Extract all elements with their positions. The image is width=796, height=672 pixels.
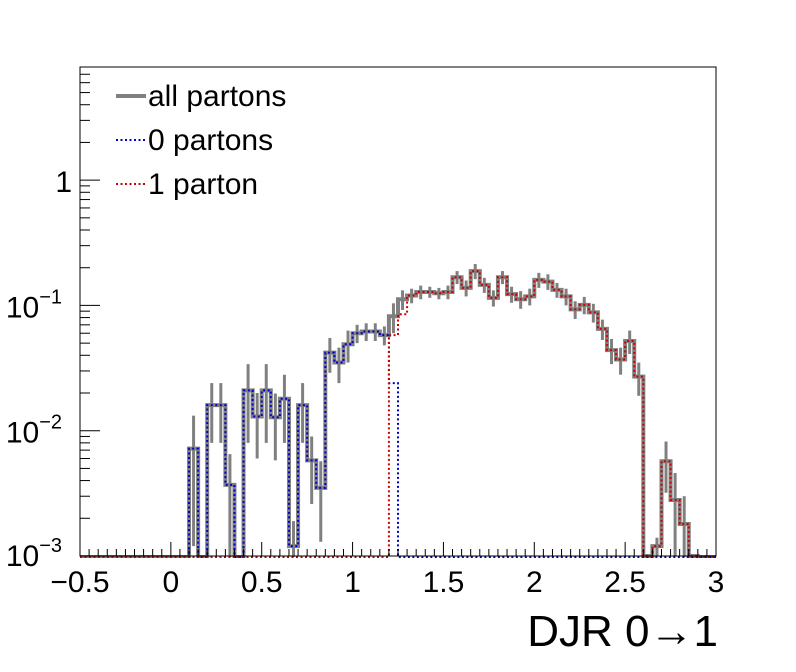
legend-label: 1 parton bbox=[148, 168, 258, 201]
x-tick-label: 0 bbox=[163, 566, 180, 599]
legend-entry: 1 parton bbox=[116, 168, 258, 201]
y-tick-label: 10−3 bbox=[6, 535, 62, 573]
series-layer bbox=[80, 264, 716, 558]
legend: all partons 0 partons 1 parton bbox=[116, 80, 286, 201]
x-tick-label: −0.5 bbox=[50, 566, 109, 599]
x-tick-label: 3 bbox=[708, 566, 725, 599]
x-tick-label: 0.5 bbox=[241, 566, 283, 599]
x-tick-label: 1.5 bbox=[423, 566, 465, 599]
y-tick-labels: 10−3 10−2 10−1 1 bbox=[6, 166, 72, 573]
axis-ticks bbox=[79, 66, 717, 557]
x-tick-label: 2.5 bbox=[604, 566, 646, 599]
legend-entry: 0 partons bbox=[116, 124, 273, 157]
y-tick-label: 10−1 bbox=[6, 286, 62, 324]
legend-label: 0 partons bbox=[148, 124, 273, 157]
series-0-partons bbox=[80, 330, 716, 558]
y-tick-label: 10−2 bbox=[6, 412, 62, 450]
legend-entry: all partons bbox=[116, 80, 286, 113]
x-tick-labels: −0.5 0 0.5 1 1.5 2 2.5 3 bbox=[50, 566, 724, 599]
series-line bbox=[80, 330, 716, 558]
x-tick-label: 1 bbox=[344, 566, 361, 599]
y-tick-label: 1 bbox=[55, 166, 72, 199]
x-tick-label: 2 bbox=[526, 566, 543, 599]
x-axis-title: DJR 0→1 bbox=[527, 607, 718, 656]
series-all-partons bbox=[80, 264, 716, 558]
legend-label: all partons bbox=[148, 80, 286, 113]
